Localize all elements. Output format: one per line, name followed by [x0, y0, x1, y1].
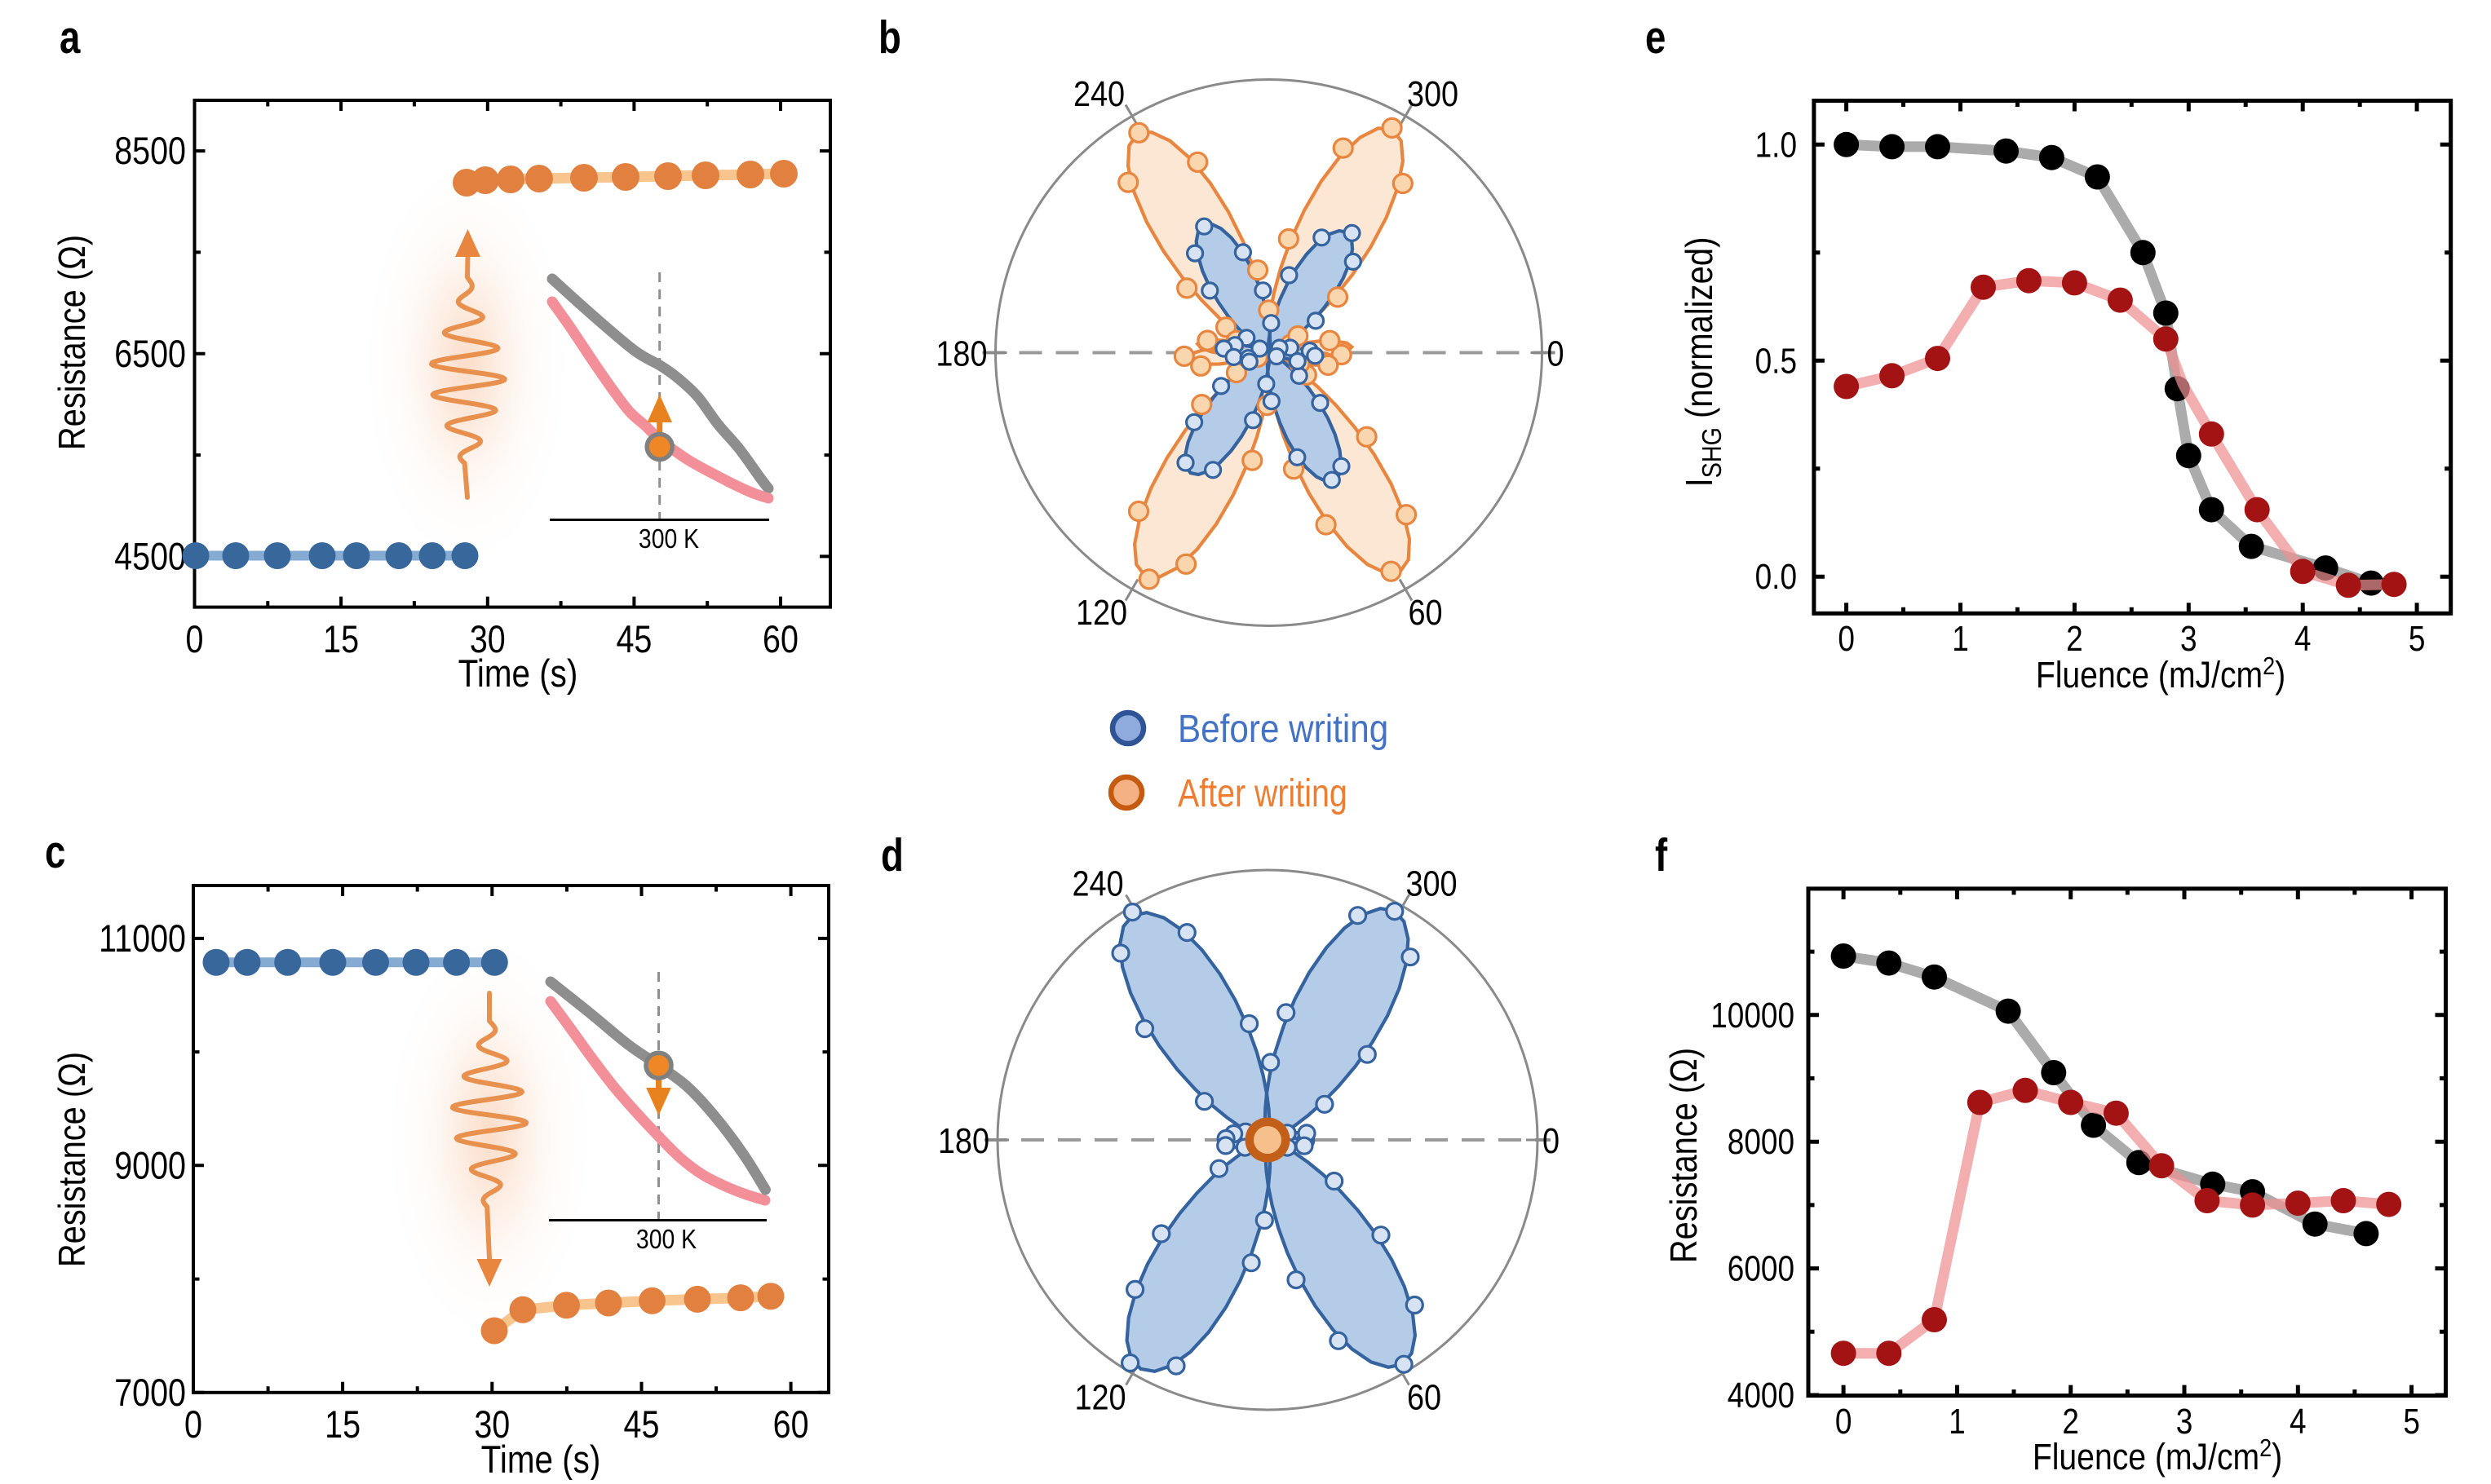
svg-text:60: 60 [763, 619, 799, 661]
svg-text:120: 120 [1074, 1377, 1126, 1417]
svg-text:60: 60 [1408, 593, 1442, 633]
svg-text:7000: 7000 [114, 1372, 186, 1415]
svg-text:2: 2 [2066, 618, 2083, 659]
svg-text:60: 60 [1407, 1377, 1441, 1417]
svg-text:1: 1 [1949, 1401, 1966, 1442]
svg-text:300 K: 300 K [636, 1224, 697, 1255]
svg-text:6500: 6500 [114, 333, 186, 376]
svg-text:180: 180 [938, 1120, 989, 1160]
svg-text:a: a [60, 11, 82, 63]
svg-text:1.0: 1.0 [1755, 124, 1797, 165]
svg-text:0: 0 [184, 1404, 202, 1446]
svg-text:Before writing: Before writing [1178, 706, 1388, 750]
svg-text:0: 0 [1547, 333, 1564, 373]
svg-text:45: 45 [616, 619, 652, 661]
svg-text:Resistance (Ω): Resistance (Ω) [1663, 1048, 1705, 1263]
svg-text:180: 180 [936, 333, 987, 373]
svg-text:4: 4 [2294, 618, 2312, 659]
svg-text:30: 30 [470, 619, 506, 661]
svg-text:Time (s): Time (s) [481, 1438, 601, 1480]
svg-text:4500: 4500 [114, 536, 186, 578]
svg-text:0: 0 [1542, 1120, 1560, 1160]
svg-text:120: 120 [1076, 593, 1127, 633]
svg-text:8500: 8500 [114, 130, 186, 173]
svg-text:Fluence (mJ/cm2): Fluence (mJ/cm2) [2036, 652, 2285, 695]
svg-text:Time (s): Time (s) [458, 652, 578, 696]
svg-text:After writing: After writing [1178, 771, 1347, 815]
svg-text:Resistance (Ω): Resistance (Ω) [51, 235, 93, 450]
svg-text:3: 3 [2180, 618, 2197, 659]
svg-text:15: 15 [323, 619, 359, 661]
svg-text:0: 0 [1835, 1401, 1852, 1442]
svg-text:c: c [45, 825, 65, 877]
svg-text:300 K: 300 K [639, 523, 700, 554]
svg-text:5: 5 [2409, 618, 2426, 659]
svg-text:1: 1 [1952, 618, 1969, 659]
svg-text:Resistance (Ω): Resistance (Ω) [51, 1052, 93, 1267]
svg-text:8000: 8000 [1728, 1121, 1794, 1162]
svg-text:6000: 6000 [1728, 1248, 1794, 1289]
svg-text:4: 4 [2290, 1401, 2307, 1442]
svg-text:2: 2 [2062, 1401, 2079, 1442]
svg-text:15: 15 [325, 1404, 361, 1446]
svg-text:300: 300 [1405, 863, 1457, 903]
svg-text:5: 5 [2403, 1401, 2420, 1442]
svg-text:11000: 11000 [99, 918, 186, 961]
svg-text:0: 0 [1838, 618, 1855, 659]
svg-text:240: 240 [1072, 863, 1123, 903]
svg-text:ISHG (normalized): ISHG (normalized) [1679, 237, 1727, 488]
svg-text:300: 300 [1407, 73, 1458, 113]
svg-text:10000: 10000 [1710, 995, 1794, 1036]
svg-text:0.0: 0.0 [1755, 556, 1797, 597]
svg-text:60: 60 [773, 1404, 809, 1446]
svg-text:e: e [1645, 11, 1666, 63]
svg-text:30: 30 [474, 1404, 510, 1446]
svg-text:240: 240 [1073, 73, 1125, 113]
svg-text:Fluence (mJ/cm2): Fluence (mJ/cm2) [2033, 1434, 2282, 1477]
svg-text:3: 3 [2176, 1401, 2193, 1442]
svg-text:d: d [881, 828, 904, 881]
svg-text:4000: 4000 [1728, 1375, 1794, 1416]
svg-text:f: f [1655, 828, 1668, 881]
svg-text:0: 0 [186, 619, 204, 661]
svg-text:0.5: 0.5 [1755, 340, 1797, 381]
svg-text:9000: 9000 [114, 1145, 186, 1187]
svg-text:b: b [878, 11, 901, 63]
svg-text:45: 45 [624, 1404, 660, 1446]
